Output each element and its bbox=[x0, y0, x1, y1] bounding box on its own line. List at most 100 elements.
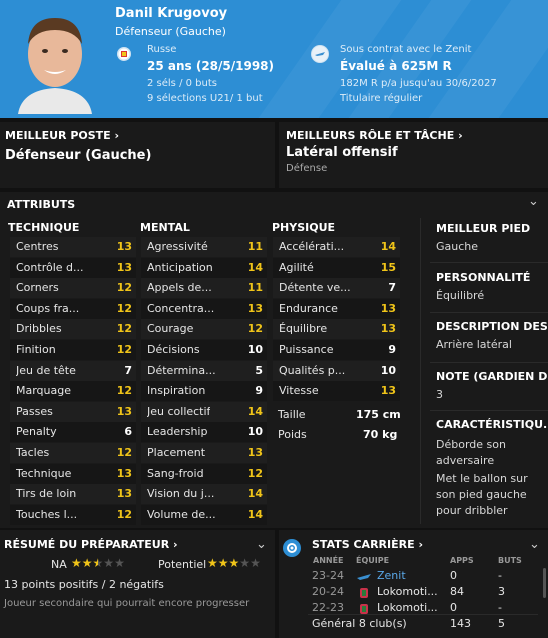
attribute-row[interactable]: Détermina... 5 bbox=[141, 360, 267, 381]
attribute-value: 14 bbox=[247, 507, 263, 521]
coach-report-panel[interactable] bbox=[0, 530, 275, 638]
attribute-value: 12 bbox=[247, 466, 263, 480]
attribute-row[interactable]: Passes 13 bbox=[10, 401, 136, 422]
attribute-value: 14 bbox=[380, 240, 396, 253]
club-crest-icon[interactable] bbox=[311, 45, 329, 63]
attribute-row[interactable]: Sang-froid 12 bbox=[141, 463, 267, 484]
attribute-label: Vision du j... bbox=[147, 487, 215, 501]
attribute-row[interactable]: Corners 12 bbox=[10, 278, 136, 299]
potential-stars: ★★★★★ bbox=[207, 556, 261, 570]
attribute-row[interactable]: Tacles 12 bbox=[10, 443, 136, 463]
best-foot-title: MEILLEUR PIED bbox=[436, 222, 531, 235]
coach-report-header[interactable]: RÉSUMÉ DU PRÉPARATEUR › bbox=[4, 538, 178, 551]
attribute-row[interactable]: Placement 13 bbox=[141, 443, 267, 463]
attribute-row[interactable]: Technique 13 bbox=[10, 463, 136, 484]
coach-summary: 13 points positifs / 2 négatifs bbox=[4, 578, 164, 591]
physique-title: PHYSIQUE bbox=[272, 221, 336, 234]
attribute-label: Qualités p... bbox=[279, 363, 346, 377]
attribute-row[interactable]: Touches l... 12 bbox=[10, 504, 136, 525]
star-icon: ★ bbox=[207, 556, 218, 570]
attribute-row[interactable]: Contrôle d... 13 bbox=[10, 257, 136, 278]
gk-rating-block[interactable]: NOTE (GARDIEN D... 3 bbox=[436, 370, 548, 401]
personality-block[interactable]: PERSONNALITÉ Équilibré bbox=[436, 271, 548, 302]
contract-status: Sous contrat avec le Zenit bbox=[340, 44, 472, 55]
team-logo-icon bbox=[357, 603, 371, 614]
career-total-goals: 5 bbox=[498, 617, 505, 630]
best-position-panel[interactable]: MEILLEUR POSTE › Défenseur (Gauche) bbox=[0, 122, 275, 188]
attribute-row[interactable]: Appels de... 11 bbox=[141, 278, 267, 299]
attribute-row[interactable]: Vision du j... 14 bbox=[141, 484, 267, 505]
attribute-row[interactable]: Anticipation 14 bbox=[141, 257, 267, 278]
gear-icon[interactable] bbox=[283, 539, 301, 557]
star-icon: ★ bbox=[71, 556, 82, 570]
flag-icon[interactable] bbox=[117, 47, 131, 61]
attribute-row[interactable]: Coups fra... 12 bbox=[10, 298, 136, 319]
attribute-row[interactable]: Inspiration 9 bbox=[141, 381, 267, 402]
attribute-value: 12 bbox=[116, 322, 132, 336]
attribute-row[interactable]: Jeu collectif 14 bbox=[141, 401, 267, 422]
attribute-label: Anticipation bbox=[147, 260, 213, 274]
attribute-row[interactable]: Centres 13 bbox=[10, 237, 136, 257]
best-role-title[interactable]: MEILLEURS RÔLE ET TÂCHE bbox=[286, 129, 455, 142]
attribute-label: Marquage bbox=[16, 384, 72, 398]
attribute-row[interactable]: Accélérati... 14 bbox=[273, 237, 400, 257]
best-position-title[interactable]: MEILLEUR POSTE bbox=[5, 129, 111, 142]
attribute-label: Tirs de loin bbox=[16, 487, 77, 501]
star-icon: ★ bbox=[114, 556, 125, 570]
divider bbox=[430, 410, 548, 411]
attribute-row[interactable]: Jeu de tête 7 bbox=[10, 360, 136, 381]
attribute-row[interactable]: Endurance 13 bbox=[273, 298, 400, 319]
star-icon: ★ bbox=[239, 556, 251, 570]
best-role-panel[interactable]: MEILLEURS RÔLE ET TÂCHE › Latéral offens… bbox=[279, 122, 548, 188]
intl-caps: 2 séls / 0 buts bbox=[147, 78, 217, 89]
attribute-label: Penalty bbox=[16, 425, 57, 439]
attribute-row[interactable]: Détente ve... 7 bbox=[273, 278, 400, 299]
attribute-row[interactable]: Courage 12 bbox=[141, 319, 267, 340]
career-year: 22-23 bbox=[312, 601, 344, 614]
chevron-down-icon[interactable]: ⌄ bbox=[528, 194, 539, 209]
scrollbar[interactable] bbox=[543, 568, 546, 598]
attribute-row[interactable]: Puissance 9 bbox=[273, 340, 400, 360]
description-block[interactable]: DESCRIPTION DES... Arrière latéral bbox=[436, 320, 548, 351]
attribute-value: 9 bbox=[255, 384, 263, 398]
chevron-down-icon[interactable]: ⌄ bbox=[529, 537, 540, 552]
career-team: Lokomoti... bbox=[377, 585, 438, 598]
attribute-row[interactable]: Leadership 10 bbox=[141, 422, 267, 443]
attribute-label: Dribbles bbox=[16, 322, 62, 336]
attribute-label: Accélérati... bbox=[279, 240, 345, 253]
career-stats-header[interactable]: STATS CARRIÈRE › bbox=[312, 538, 423, 551]
career-goals: 3 bbox=[498, 585, 505, 598]
attribute-value: 12 bbox=[116, 446, 132, 459]
col-team: ÉQUIPE bbox=[356, 556, 390, 565]
attribute-row[interactable]: Qualités p... 10 bbox=[273, 360, 400, 381]
attribute-row[interactable]: Concentra... 13 bbox=[141, 298, 267, 319]
attribute-row[interactable]: Finition 12 bbox=[10, 340, 136, 360]
attribute-label: Touches l... bbox=[16, 507, 78, 521]
best-position-value: Défenseur (Gauche) bbox=[5, 148, 152, 163]
attribute-row[interactable]: Vitesse 13 bbox=[273, 381, 400, 402]
attribute-row[interactable]: Volume de... 14 bbox=[141, 504, 267, 525]
mental-title: MENTAL bbox=[140, 221, 190, 234]
attribute-row[interactable]: Équilibre 13 bbox=[273, 319, 400, 340]
attribute-value: 13 bbox=[380, 301, 396, 315]
attribute-value: 14 bbox=[247, 404, 263, 418]
attribute-row[interactable]: Tirs de loin 13 bbox=[10, 484, 136, 505]
attribute-row[interactable]: Marquage 12 bbox=[10, 381, 136, 402]
team-logo-icon bbox=[357, 571, 371, 581]
attribute-row[interactable]: Penalty 6 bbox=[10, 422, 136, 443]
career-apps: 0 bbox=[450, 601, 457, 614]
career-apps: 84 bbox=[450, 585, 464, 598]
attribute-row[interactable]: Dribbles 12 bbox=[10, 319, 136, 340]
nationality[interactable]: Russe bbox=[147, 44, 177, 55]
attribute-row[interactable]: Agilité 15 bbox=[273, 257, 400, 278]
career-team: Zenit bbox=[377, 569, 406, 582]
career-stats-panel[interactable] bbox=[279, 530, 548, 638]
attribute-value: 10 bbox=[380, 363, 396, 377]
player-age: 25 ans (28/5/1998) bbox=[147, 59, 275, 73]
career-year: 23-24 bbox=[312, 569, 344, 582]
attribute-value: 10 bbox=[247, 425, 263, 439]
chevron-down-icon[interactable]: ⌄ bbox=[256, 537, 267, 552]
attribute-row[interactable]: Agressivité 11 bbox=[141, 237, 267, 257]
attribute-row[interactable]: Décisions 10 bbox=[141, 340, 267, 360]
traits-block[interactable]: CARACTÉRISTIQU... Déborde son adversaire… bbox=[436, 418, 548, 519]
